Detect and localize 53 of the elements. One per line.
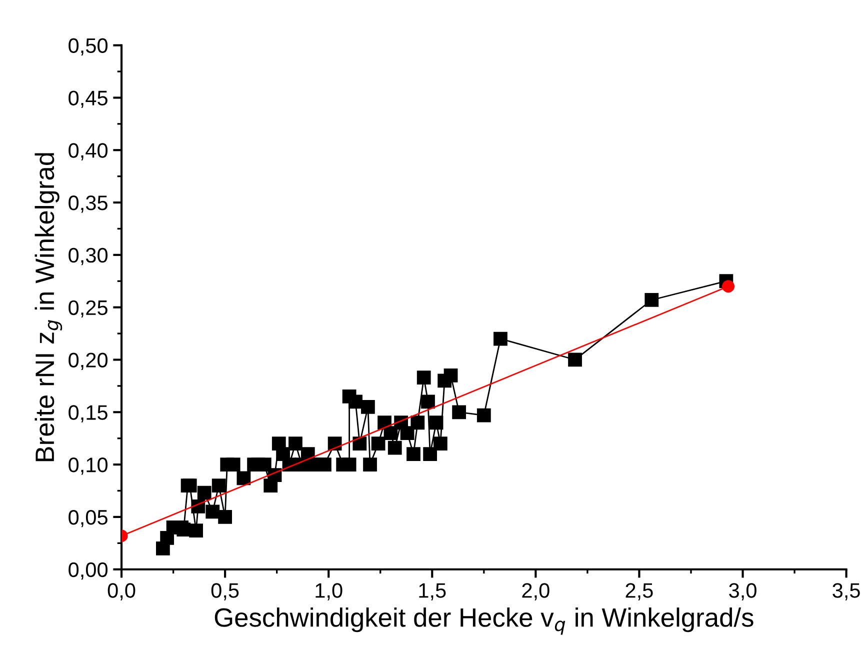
y-tick-label: 0,20 — [68, 352, 108, 370]
y-tick-label: 0,05 — [68, 510, 108, 528]
point — [494, 332, 508, 346]
point — [363, 458, 377, 472]
point — [212, 478, 226, 492]
point — [421, 394, 435, 409]
y-axis-title: Breite rNI z$_{g}$ in Winkelgrad — [34, 153, 62, 462]
point — [352, 436, 367, 451]
y-tick-label: 0,25 — [68, 300, 108, 318]
y-tick-label: 0,10 — [68, 458, 108, 475]
y-tick-label: 0,30 — [68, 248, 108, 266]
point — [371, 436, 386, 451]
point — [206, 504, 220, 519]
point — [226, 458, 240, 472]
point — [197, 486, 212, 500]
point — [433, 436, 448, 451]
point — [452, 405, 466, 420]
point — [429, 416, 444, 430]
point — [400, 426, 414, 440]
point — [388, 440, 402, 455]
x-tick-label: 1,0 — [316, 583, 342, 600]
point — [236, 471, 251, 486]
point — [406, 447, 420, 462]
point — [568, 352, 582, 367]
point — [423, 447, 438, 462]
y-tick-label: 0,45 — [68, 90, 108, 108]
x-tick-label: 3,5 — [832, 583, 860, 600]
point — [348, 394, 362, 409]
point — [644, 293, 659, 307]
x-tick-label: 0,5 — [211, 583, 239, 600]
point — [288, 436, 302, 451]
point — [189, 524, 204, 538]
y-tick-label: 0,15 — [68, 405, 108, 422]
point — [318, 458, 332, 472]
point — [476, 408, 491, 422]
point — [218, 510, 232, 524]
x-tick-label: 2,5 — [626, 583, 653, 600]
x-tick-label: 2,0 — [522, 583, 550, 600]
point — [342, 458, 356, 472]
point — [361, 400, 375, 414]
y-tick-label: 0,40 — [68, 143, 108, 160]
point — [416, 370, 431, 384]
point — [176, 522, 191, 536]
x-tick-label: 0,0 — [108, 583, 136, 600]
point — [444, 368, 458, 382]
x-tick-label: 3,0 — [729, 583, 756, 600]
x-axis-title: Geschwindigkeit der Hecke v$_{q}$ in Winkelgrad/s — [214, 608, 754, 635]
point — [257, 458, 272, 472]
x-tick-label: 1,5 — [419, 583, 446, 600]
point — [410, 416, 425, 430]
y-tick-label: 0,00 — [68, 562, 108, 580]
y-tick-label: 0,50 — [68, 38, 108, 56]
y-tick-label: 0,35 — [68, 196, 108, 213]
